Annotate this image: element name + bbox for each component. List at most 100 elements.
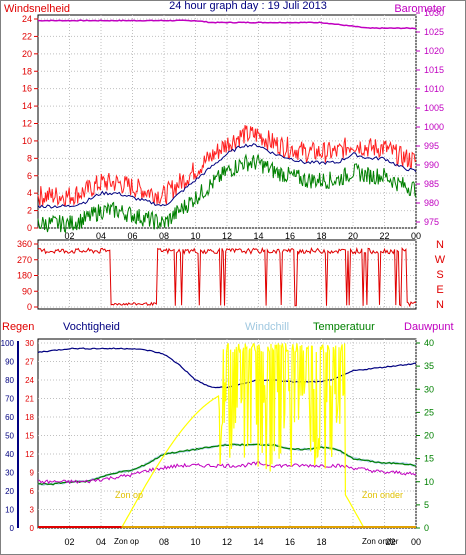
dir-axis-label: 0	[27, 302, 32, 312]
baro-axis-label: 985	[424, 179, 439, 189]
wind-axis-label: 12	[22, 119, 32, 129]
wind-axis-label: 0	[27, 223, 32, 233]
dir-axis-label: 270	[17, 255, 32, 265]
temp-axis-label: 30	[424, 384, 434, 394]
rain-axis-label: 6	[30, 487, 35, 496]
baro-axis-label: 975	[424, 217, 439, 227]
x-tick-label-top: 04	[96, 231, 106, 241]
rain-axis-label: 12	[25, 450, 34, 459]
x-tick-label-top: 06	[127, 231, 137, 241]
rain-axis-label: 3	[30, 506, 35, 515]
baro-axis-label: 980	[424, 198, 439, 208]
wind-axis-label: 20	[22, 49, 32, 59]
legend-dewpoint: Dauwpunt	[404, 321, 454, 333]
rain-axis-label: 15	[25, 432, 34, 441]
x-tick-label-top: 08	[159, 231, 169, 241]
wind-average-line	[37, 143, 417, 209]
x-tick-label-top: 14	[253, 231, 263, 241]
wind-title: Windsnelheid	[4, 3, 70, 15]
hum-axis-label: 50	[5, 432, 14, 441]
wind-axis-label: 24	[22, 14, 32, 24]
x-tick-label-bottom: 16	[285, 537, 295, 547]
hum-axis-label: 100	[1, 339, 15, 348]
temp-axis-label: 35	[424, 361, 434, 371]
sunset-axis-label: Zon onder	[362, 537, 399, 546]
barometer-title: Barometer	[394, 3, 446, 15]
x-tick-label-bottom: 08	[159, 537, 169, 547]
legend-windchill: Windchill	[245, 321, 289, 333]
chart-title: 24 hour graph day : 19 Juli 2013	[169, 0, 327, 12]
wind-axis-label: 14	[22, 101, 32, 111]
wind-axis-label: 4	[27, 188, 32, 198]
series-layer	[37, 19, 417, 529]
x-tick-label-bottom: 10	[190, 537, 200, 547]
compass-label: S	[436, 269, 443, 281]
temp-axis-label: 40	[424, 338, 434, 348]
x-tick-label-top: 12	[222, 231, 232, 241]
wind-axis-label: 16	[22, 84, 32, 94]
dewpoint-line	[37, 460, 417, 485]
rain-axis-label: 18	[25, 413, 34, 422]
temp-axis-label: 15	[424, 454, 434, 464]
x-tick-label-top: 16	[285, 231, 295, 241]
baro-axis-label: 1020	[424, 46, 444, 56]
x-tick-label-bottom: 22	[385, 537, 395, 547]
legend-humidity: Vochtigheid	[63, 321, 120, 333]
wind-axis-label: 2	[27, 206, 32, 216]
sunrise-label: Zon op	[115, 490, 143, 500]
baro-axis-label: 1030	[424, 8, 444, 18]
x-tick-label-bottom: 18	[316, 537, 326, 547]
temp-axis-label: 10	[424, 477, 434, 487]
compass-label: E	[436, 284, 443, 296]
wind-axis-label: 22	[22, 31, 32, 41]
x-tick-label-bottom: 00	[411, 537, 421, 547]
temp-axis-label: 20	[424, 431, 434, 441]
baro-axis-label: 1000	[424, 122, 444, 132]
hum-axis-label: 80	[5, 376, 14, 385]
rain-axis-label: 24	[25, 376, 34, 385]
wind-axis-label: 6	[27, 171, 32, 181]
baro-axis-label: 1005	[424, 103, 444, 113]
wind-direction-line	[37, 246, 417, 308]
compass-label: W	[435, 254, 446, 266]
bottom-plot-frame	[37, 338, 417, 529]
hum-axis-label: 20	[5, 487, 14, 496]
direction-plot-frame	[37, 239, 417, 310]
baro-axis-label: 1015	[424, 65, 444, 75]
x-tick-label-bottom: 02	[64, 537, 74, 547]
x-tick-label-top: 02	[64, 231, 74, 241]
hum-axis-label: 30	[5, 469, 14, 478]
grid-lines	[38, 15, 417, 529]
hum-axis-label: 10	[5, 506, 14, 515]
legend-rain: Regen	[2, 321, 34, 333]
dir-axis-label: 90	[22, 286, 32, 296]
hum-axis-label: 60	[5, 413, 14, 422]
hum-axis-label: 90	[5, 358, 14, 367]
legend-temperature: Temperatuur	[313, 321, 375, 333]
x-tick-label-bottom: 04	[96, 537, 106, 547]
baro-axis-label: 1010	[424, 84, 444, 94]
hum-axis-label: 0	[10, 524, 15, 533]
temp-axis-label: 5	[424, 500, 429, 510]
solar-radiation-line	[120, 342, 365, 529]
x-tick-label-bottom: 14	[253, 537, 263, 547]
rain-axis-label: 30	[25, 339, 34, 348]
sunrise-axis-label: Zon op	[114, 537, 139, 546]
wind-speed-line	[37, 153, 417, 234]
rain-axis-label: 27	[25, 358, 34, 367]
x-tick-label-top: 18	[316, 231, 326, 241]
hum-axis-label: 70	[5, 395, 14, 404]
x-tick-label-bottom: 12	[222, 537, 232, 547]
x-tick-label-top: 00	[411, 231, 421, 241]
humidity-line	[37, 347, 417, 389]
x-tick-label-top: 10	[190, 231, 200, 241]
barometer-line	[38, 19, 417, 30]
temperature-line	[37, 443, 417, 486]
rain-axis-label: 9	[30, 469, 35, 478]
sunset-label: Zon onder	[362, 490, 403, 500]
rain-axis-label: 21	[25, 395, 34, 404]
temp-axis-label: 0	[424, 523, 429, 533]
